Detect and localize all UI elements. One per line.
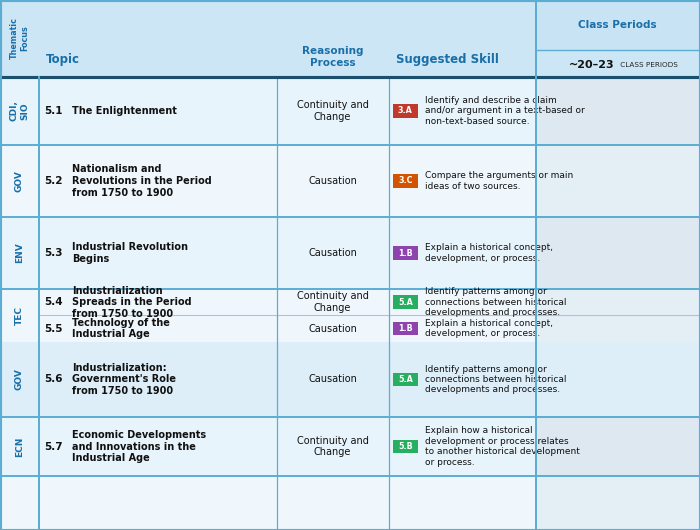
Bar [536,77,700,145]
Text: Explain a historical concept,
development, or process.: Explain a historical concept, developmen… [425,243,553,263]
Text: Explain a historical concept,
development, or process.: Explain a historical concept, developmen… [425,319,553,338]
Text: Explain how a historical
development or process relates
to another historical de: Explain how a historical development or … [425,427,580,466]
Text: 5.3: 5.3 [44,248,62,258]
Text: ~20–23: ~20–23 [568,60,615,69]
Bar [0,0,700,77]
Text: CDI,
SIO: CDI, SIO [10,100,29,121]
Text: Continuity and
Change: Continuity and Change [297,436,368,457]
Text: The Enlightenment: The Enlightenment [72,106,177,116]
FancyBboxPatch shape [393,322,418,335]
Text: 5.1: 5.1 [44,106,62,116]
Bar [536,289,700,315]
Text: ECN: ECN [15,436,24,457]
Bar [0,77,700,145]
Text: 5.5: 5.5 [44,324,62,333]
Text: 5.A: 5.A [398,298,413,306]
Text: CLASS PERIODS: CLASS PERIODS [617,61,678,68]
Text: TEC: TEC [15,306,24,325]
Text: Causation: Causation [308,324,357,333]
Text: Industrial Revolution
Begins: Industrial Revolution Begins [72,242,188,264]
Text: Suggested Skill: Suggested Skill [395,53,498,66]
Text: GOV: GOV [15,368,24,391]
Text: 1.B: 1.B [398,324,413,333]
Text: 5.B: 5.B [398,442,413,451]
Text: Identify patterns among or
connections between historical
developments and proce: Identify patterns among or connections b… [425,287,566,317]
Bar [536,145,700,217]
Text: Causation: Causation [308,248,357,258]
Text: Identify patterns among or
connections between historical
developments and proce: Identify patterns among or connections b… [425,365,566,394]
Text: Industrialization:
Government's Role
from 1750 to 1900: Industrialization: Government's Role fro… [72,363,176,396]
Text: Technology of the
Industrial Age: Technology of the Industrial Age [72,318,170,339]
Text: ENV: ENV [15,243,24,263]
Text: Continuity and
Change: Continuity and Change [297,292,368,313]
Text: 5.4: 5.4 [44,297,63,307]
Bar [0,289,700,315]
Text: 5.2: 5.2 [44,176,62,186]
Bar [536,476,700,530]
FancyBboxPatch shape [393,373,418,386]
Bar [536,315,700,342]
FancyBboxPatch shape [393,104,418,118]
Text: GOV: GOV [15,170,24,192]
Bar [0,315,700,342]
Bar [0,476,700,530]
Text: Thematic
Focus: Thematic Focus [10,17,29,59]
Bar [536,0,700,50]
Text: Continuity and
Change: Continuity and Change [297,100,368,121]
Text: Causation: Causation [308,375,357,384]
Text: Reasoning
Process: Reasoning Process [302,46,363,67]
FancyBboxPatch shape [393,246,418,260]
FancyBboxPatch shape [393,295,418,309]
Bar [0,217,700,289]
Text: 5.A: 5.A [398,375,413,384]
Bar [0,145,700,217]
Text: Causation: Causation [308,176,357,186]
Text: 3.C: 3.C [398,176,412,186]
FancyBboxPatch shape [393,174,418,188]
Text: Economic Developments
and Innovations in the
Industrial Age: Economic Developments and Innovations in… [72,430,206,463]
Text: Compare the arguments or main
ideas of two sources.: Compare the arguments or main ideas of t… [425,171,573,191]
Text: Industrialization
Spreads in the Period
from 1750 to 1900: Industrialization Spreads in the Period … [72,286,192,319]
Text: 1.B: 1.B [398,249,413,258]
Text: Class Periods: Class Periods [578,21,657,30]
Text: Nationalism and
Revolutions in the Period
from 1750 to 1900: Nationalism and Revolutions in the Perio… [72,164,212,198]
Text: Topic: Topic [46,53,80,66]
Bar [0,417,700,476]
FancyBboxPatch shape [393,440,418,454]
Bar [536,217,700,289]
Text: 3.A: 3.A [398,107,413,115]
Text: 5.7: 5.7 [44,441,63,452]
Text: Identify and describe a claim
and/or argument in a text-based or
non-text-based : Identify and describe a claim and/or arg… [425,96,584,126]
Bar [536,417,700,476]
Text: 5.6: 5.6 [44,375,62,384]
